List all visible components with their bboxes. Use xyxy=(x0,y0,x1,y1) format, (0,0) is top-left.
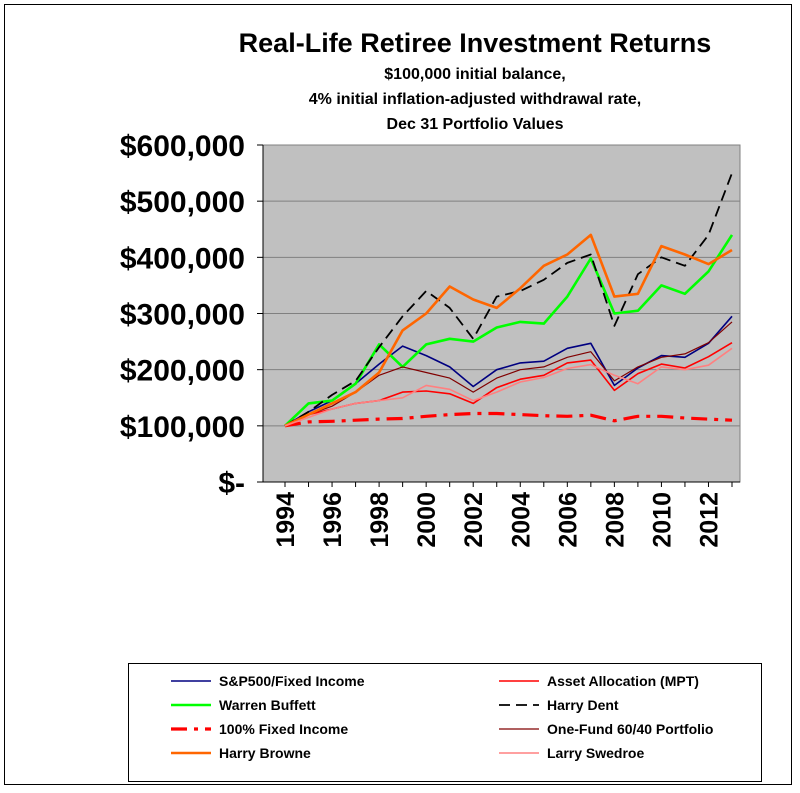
y-tick-labels: $- $100,000 $200,000 $300,000 $400,000 $500,0… xyxy=(120,130,245,500)
x-tick-label: 1998 xyxy=(366,492,394,548)
x-tick-label: 1994 xyxy=(272,492,300,548)
series-line-7 xyxy=(284,347,733,427)
chart-subtitle-line-3: Dec 31 Portfolio Values xyxy=(386,116,564,133)
series-line-3 xyxy=(284,172,733,427)
axes xyxy=(262,145,740,487)
chart-title: Real-Life Retiree Investment Returns xyxy=(238,28,712,58)
x-tick-label: 2012 xyxy=(695,492,723,548)
legend-swatch xyxy=(499,728,539,730)
legend: S&P500/Fixed Income Asset Allocation (MPT… xyxy=(128,663,762,782)
x-tick-label: 1996 xyxy=(319,492,347,548)
x-tick-labels: 1994 1996 1998 2000 2002 2004 2006 2008 2010 2012 xyxy=(272,492,723,548)
series-line-2 xyxy=(284,234,734,427)
chart-subtitle-line-1: $100,000 initial balance, xyxy=(384,66,566,83)
legend-label: Harry Browne xyxy=(219,745,311,761)
x-tick-label: 2008 xyxy=(601,492,629,548)
y-tick-label: $500,000 xyxy=(120,186,245,219)
legend-swatch xyxy=(171,703,211,707)
y-tick-label: $400,000 xyxy=(120,242,245,275)
x-tick-label: 2002 xyxy=(460,492,488,548)
x-tick-label: 2006 xyxy=(554,492,582,548)
y-tick-label: $- xyxy=(218,467,245,500)
y-tick-label: $200,000 xyxy=(120,355,245,388)
legend-label: S&P500/Fixed Income xyxy=(219,673,365,689)
series-line-4 xyxy=(284,411,733,428)
legend-swatch xyxy=(499,752,539,754)
legend-label: Larry Swedroe xyxy=(547,745,645,761)
legend-swatch xyxy=(171,727,211,731)
legend-label: One-Fund 60/40 Portfolio xyxy=(547,721,714,737)
legend-label: 100% Fixed Income xyxy=(219,721,349,737)
series-lines xyxy=(284,172,734,428)
x-tick-label: 2010 xyxy=(648,492,676,548)
legend-swatch xyxy=(499,704,539,706)
legend-label: Harry Dent xyxy=(547,697,619,713)
legend-swatch xyxy=(171,751,211,755)
legend-label: Asset Allocation (MPT) xyxy=(547,673,699,689)
legend-swatch xyxy=(499,680,539,682)
legend-label: Warren Buffett xyxy=(219,697,316,713)
legend-swatch xyxy=(171,680,211,682)
series-line-6 xyxy=(284,233,733,427)
y-tick-label: $600,000 xyxy=(120,130,245,163)
x-tick-label: 2004 xyxy=(507,492,535,548)
y-tick-label: $100,000 xyxy=(120,411,245,444)
series-line-0 xyxy=(284,315,733,427)
x-tick-label: 2000 xyxy=(413,492,441,548)
chart-subtitle-line-2: 4% initial inflation-adjusted withdrawal… xyxy=(308,91,642,108)
y-tick-label: $300,000 xyxy=(120,299,245,332)
